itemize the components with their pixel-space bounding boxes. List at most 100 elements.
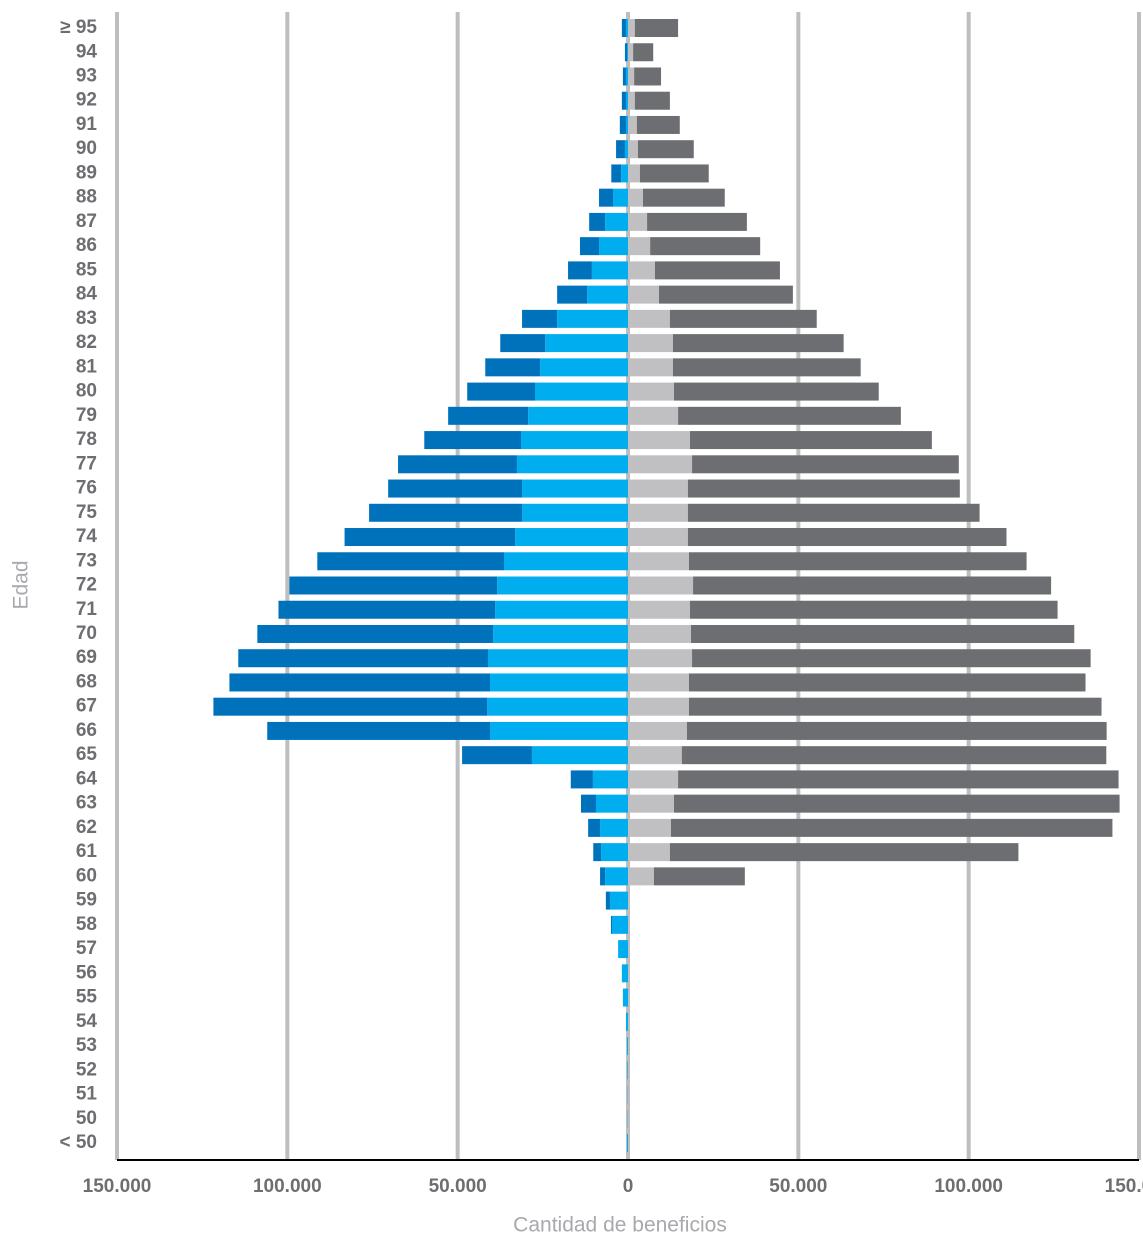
bar bbox=[690, 431, 932, 450]
y-tick-label: 74 bbox=[76, 526, 98, 547]
y-tick-label: 69 bbox=[76, 647, 97, 668]
bar bbox=[628, 212, 648, 231]
bar bbox=[654, 261, 780, 280]
bar bbox=[628, 940, 629, 959]
bar bbox=[229, 673, 491, 692]
bar bbox=[600, 818, 628, 837]
y-tick-label: 51 bbox=[76, 1084, 98, 1105]
bar bbox=[628, 552, 689, 571]
bar bbox=[637, 140, 694, 159]
bar bbox=[587, 285, 628, 304]
y-tick-label: 64 bbox=[76, 768, 98, 789]
bar bbox=[693, 576, 1052, 595]
bar bbox=[691, 624, 1075, 643]
bar bbox=[627, 1061, 628, 1080]
y-tick-label: 81 bbox=[76, 356, 98, 377]
bar bbox=[540, 358, 628, 377]
y-tick-label: 67 bbox=[76, 696, 97, 717]
bar bbox=[568, 261, 592, 280]
bar bbox=[616, 140, 625, 159]
bar bbox=[490, 721, 628, 740]
bar bbox=[628, 891, 630, 910]
bar bbox=[628, 503, 688, 522]
bar bbox=[628, 673, 689, 692]
bar bbox=[289, 576, 498, 595]
bar bbox=[659, 285, 793, 304]
y-tick-label: 63 bbox=[76, 793, 97, 814]
bar bbox=[570, 770, 593, 789]
bar bbox=[628, 19, 635, 37]
bar bbox=[609, 891, 628, 910]
bar bbox=[639, 164, 709, 183]
bar bbox=[692, 649, 1091, 668]
y-tick-label: 82 bbox=[76, 332, 97, 353]
bar bbox=[628, 309, 670, 328]
bar bbox=[688, 697, 1102, 716]
bar bbox=[621, 91, 626, 110]
y-tick-label: 76 bbox=[76, 478, 97, 499]
bar bbox=[687, 528, 1007, 547]
bar bbox=[557, 309, 628, 328]
bar bbox=[672, 358, 861, 377]
bar bbox=[628, 431, 691, 450]
bar bbox=[592, 770, 628, 789]
y-tick-label: 72 bbox=[76, 575, 97, 596]
bar bbox=[625, 115, 628, 134]
bar bbox=[692, 455, 959, 474]
y-tick-label: 78 bbox=[76, 429, 97, 450]
y-tick-label: 94 bbox=[76, 41, 98, 62]
bar bbox=[531, 746, 628, 765]
y-tick-label: 65 bbox=[76, 744, 98, 765]
y-tick-label: 70 bbox=[76, 623, 97, 644]
bar bbox=[545, 334, 628, 353]
bar bbox=[628, 188, 643, 207]
y-tick-label: 60 bbox=[76, 865, 97, 886]
bar bbox=[687, 479, 960, 498]
bar bbox=[600, 867, 606, 886]
bar bbox=[650, 237, 761, 256]
y-axis-label: Edad bbox=[10, 560, 33, 609]
bar bbox=[678, 770, 1119, 789]
bar bbox=[622, 67, 626, 86]
bar bbox=[238, 649, 488, 668]
bar bbox=[485, 358, 541, 377]
bar bbox=[625, 67, 628, 86]
y-tick-label: 77 bbox=[76, 453, 97, 474]
bar bbox=[593, 843, 602, 862]
bar bbox=[672, 334, 844, 353]
bar bbox=[599, 188, 614, 207]
y-tick-label: 92 bbox=[76, 90, 97, 111]
bar bbox=[628, 334, 673, 353]
bar bbox=[588, 818, 601, 837]
bar bbox=[628, 285, 660, 304]
bar bbox=[628, 818, 671, 837]
bar bbox=[628, 382, 674, 401]
bar bbox=[681, 746, 1107, 765]
y-tick-label: < 50 bbox=[59, 1132, 97, 1153]
y-tick-label: 71 bbox=[76, 599, 98, 620]
y-tick-label: 93 bbox=[76, 65, 97, 86]
bar bbox=[626, 1037, 628, 1056]
bar bbox=[398, 455, 517, 474]
bar bbox=[690, 600, 1058, 619]
bar bbox=[495, 600, 628, 619]
bar bbox=[628, 721, 687, 740]
y-tick-label: 62 bbox=[76, 817, 97, 838]
bar bbox=[622, 988, 628, 1007]
bar bbox=[557, 285, 588, 304]
bar bbox=[613, 188, 628, 207]
y-tick-label: 50 bbox=[76, 1108, 97, 1129]
y-tick-label: 83 bbox=[76, 308, 97, 329]
bar bbox=[628, 649, 693, 668]
bar bbox=[628, 406, 679, 425]
bar bbox=[626, 1134, 628, 1152]
bar bbox=[589, 212, 606, 231]
bar bbox=[522, 479, 628, 498]
y-tick-label: 53 bbox=[76, 1035, 97, 1056]
bar bbox=[619, 115, 626, 134]
bar bbox=[625, 91, 628, 110]
bar bbox=[628, 915, 629, 934]
bar bbox=[487, 697, 628, 716]
y-tick-label: 52 bbox=[76, 1059, 97, 1080]
